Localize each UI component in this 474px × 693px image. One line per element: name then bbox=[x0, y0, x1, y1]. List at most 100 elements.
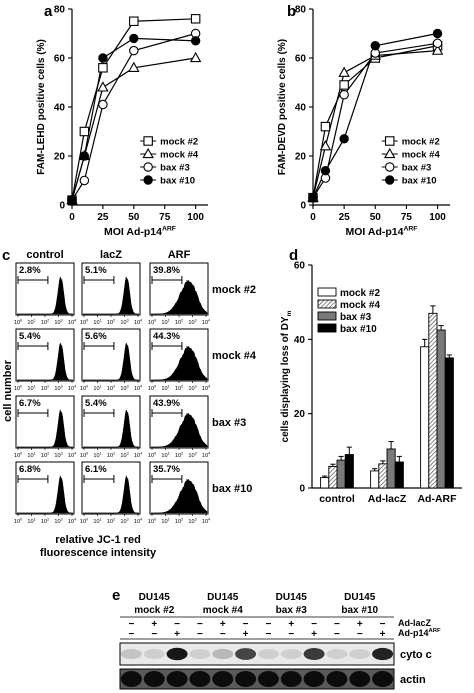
data-point bbox=[320, 121, 331, 132]
gate-percent: 6.7% bbox=[19, 398, 41, 409]
histogram-tick-label: 101 bbox=[27, 384, 35, 392]
histogram-tick-label: 103 bbox=[188, 451, 196, 459]
histogram-tick-label: 100 bbox=[14, 451, 22, 459]
bar bbox=[320, 477, 330, 489]
histogram-tick-label: 100 bbox=[80, 517, 88, 525]
blot-lane-group: mock #4 bbox=[203, 605, 243, 616]
bar bbox=[336, 459, 346, 489]
bar bbox=[394, 461, 404, 489]
flow-histogram-grid: control lacZ ARF 2.8% 100 101 102 103 104 5.1% 100… bbox=[2, 249, 257, 559]
gate-percent: 43.9% bbox=[153, 398, 180, 409]
flow-row-label: bax #3 bbox=[212, 417, 246, 429]
treatment-sign: + bbox=[311, 629, 317, 640]
y-tick-label: 60 bbox=[54, 54, 66, 65]
legend-label: mock #4 bbox=[402, 150, 441, 161]
legend-swatch bbox=[317, 323, 337, 333]
data-point bbox=[129, 45, 139, 56]
histogram-tick-label: 103 bbox=[188, 384, 196, 392]
histogram-tick-label: 104 bbox=[68, 451, 76, 459]
x-tick-label: 100 bbox=[187, 212, 204, 223]
histogram-tick-label: 103 bbox=[54, 384, 62, 392]
histogram-peak bbox=[151, 345, 208, 381]
histogram-tick-label: 101 bbox=[161, 451, 169, 459]
treatment-sign: − bbox=[380, 619, 386, 630]
blot-band bbox=[120, 671, 142, 687]
data-point bbox=[128, 61, 140, 72]
histogram-tick-label: 103 bbox=[120, 318, 128, 326]
data-point bbox=[67, 195, 77, 205]
blot-band bbox=[303, 671, 325, 687]
data-point bbox=[319, 140, 332, 151]
histogram-tick-label: 103 bbox=[120, 517, 128, 525]
blot-band bbox=[257, 671, 279, 687]
x-tick-label: 75 bbox=[159, 212, 171, 223]
histogram-peak bbox=[151, 478, 208, 514]
histogram-tick-label: 104 bbox=[134, 517, 142, 525]
histogram-tick-label: 102 bbox=[175, 451, 183, 459]
x-tick-label: 75 bbox=[401, 212, 413, 223]
legend-label: mock #4 bbox=[160, 150, 199, 161]
treatment-sign: − bbox=[151, 629, 157, 640]
treatment-sign: + bbox=[380, 629, 386, 640]
panel-label-d: d bbox=[289, 247, 298, 264]
data-point bbox=[129, 33, 139, 44]
bar bbox=[444, 357, 454, 489]
blot-band bbox=[143, 671, 165, 687]
blot-lane-group: bax #3 bbox=[276, 605, 308, 616]
blot-cell-line: DU145 bbox=[344, 592, 376, 603]
histogram-tick-label: 104 bbox=[134, 384, 142, 392]
histogram-tick-label: 102 bbox=[41, 384, 49, 392]
legend-label: bax #3 bbox=[160, 163, 190, 174]
gate-percent: 39.8% bbox=[153, 265, 180, 276]
histogram-tick-label: 103 bbox=[188, 318, 196, 326]
treatment-sign: + bbox=[243, 629, 249, 640]
flow-column-header: control bbox=[26, 249, 63, 261]
data-point bbox=[97, 81, 109, 92]
histogram-tick-label: 104 bbox=[202, 451, 210, 459]
data-point bbox=[129, 16, 139, 26]
x-tick-label: 25 bbox=[339, 212, 351, 223]
data-point bbox=[98, 99, 108, 110]
bar bbox=[428, 312, 438, 489]
histogram-tick-label: 100 bbox=[80, 451, 88, 459]
histogram-tick-label: 103 bbox=[54, 318, 62, 326]
bar bbox=[378, 463, 388, 489]
gate-percent: 5.6% bbox=[85, 331, 107, 342]
blot-band bbox=[349, 671, 371, 687]
legend-label: mock #2 bbox=[340, 288, 380, 299]
data-point bbox=[339, 90, 349, 100]
histogram-tick-label: 100 bbox=[14, 517, 22, 525]
data-point bbox=[98, 63, 108, 73]
x-axis-label: MOI Ad-p14ARF bbox=[346, 225, 418, 238]
x-tick-label: 50 bbox=[128, 212, 140, 223]
blot-band bbox=[326, 671, 348, 687]
histogram-tick-label: 102 bbox=[107, 384, 115, 392]
histogram-tick-label: 104 bbox=[202, 517, 210, 525]
treatment-sign: + bbox=[174, 629, 180, 640]
line-chart-b: 0 20 40 60 80 0 25 50 75 100 MOI Ad-p14ARF FAM-DEVD… bbox=[277, 5, 450, 238]
blot-lane-group: mock #2 bbox=[134, 605, 174, 616]
bar bbox=[420, 346, 430, 489]
histogram-tick-label: 101 bbox=[27, 517, 35, 525]
histogram-tick-label: 102 bbox=[175, 517, 183, 525]
blot-band bbox=[235, 648, 257, 660]
blot-band bbox=[326, 649, 348, 659]
blot-band bbox=[372, 647, 394, 661]
y-tick-label: 0 bbox=[299, 484, 305, 495]
bar bbox=[436, 329, 446, 489]
histogram-tick-label: 100 bbox=[80, 384, 88, 392]
flow-row-label: bax #10 bbox=[212, 483, 252, 495]
bar bbox=[386, 448, 396, 489]
treatment-sign: + bbox=[288, 619, 294, 630]
histogram-peak bbox=[83, 409, 139, 448]
data-point bbox=[79, 175, 90, 186]
data-point bbox=[339, 134, 349, 144]
flow-x-axis-label-line2: fluorescence intensity bbox=[40, 547, 157, 559]
histogram-peak bbox=[151, 279, 208, 315]
gate-percent: 35.7% bbox=[153, 464, 180, 475]
legend-label: mock #4 bbox=[340, 300, 380, 311]
y-tick-label: 0 bbox=[300, 201, 306, 212]
treatment-sign: − bbox=[334, 629, 340, 640]
treatment-sign: − bbox=[334, 619, 340, 630]
legend-marker bbox=[143, 175, 153, 185]
